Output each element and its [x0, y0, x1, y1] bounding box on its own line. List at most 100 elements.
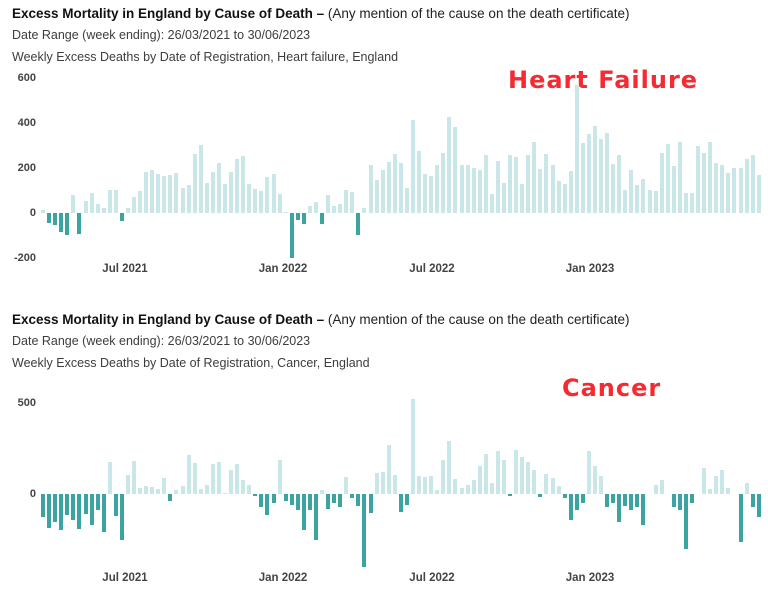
chart1-ytick-200: 200 — [17, 162, 36, 174]
bar — [411, 120, 415, 213]
bar — [392, 475, 397, 494]
bar — [635, 494, 640, 507]
bar — [59, 494, 64, 531]
bar — [696, 145, 700, 213]
bar — [647, 190, 652, 213]
bar — [726, 172, 731, 213]
bar — [259, 494, 264, 507]
bar — [404, 494, 409, 505]
bar — [611, 163, 616, 213]
bar — [556, 180, 561, 213]
bar — [307, 494, 312, 510]
bar — [216, 163, 221, 213]
bar — [392, 153, 397, 213]
bar — [235, 463, 240, 494]
bar — [313, 494, 318, 541]
bar — [580, 143, 585, 214]
bar — [241, 479, 246, 494]
bar — [671, 166, 676, 213]
bar — [435, 490, 440, 494]
bar — [320, 213, 324, 225]
bar — [489, 193, 494, 214]
chart1-xtick-jul2022: Jul 2022 — [409, 263, 455, 275]
bar — [326, 195, 331, 213]
bar — [95, 204, 100, 213]
bar — [386, 445, 391, 494]
bar — [380, 169, 385, 213]
bar — [150, 487, 155, 494]
bar — [659, 479, 664, 494]
bar — [623, 494, 628, 506]
bar — [186, 185, 191, 213]
bar — [659, 152, 664, 213]
bar — [429, 476, 434, 494]
bar — [265, 177, 270, 213]
bar — [223, 183, 227, 214]
bar — [465, 484, 470, 494]
bar — [253, 188, 258, 213]
bar — [720, 470, 725, 494]
bar — [119, 494, 124, 541]
bar — [362, 494, 367, 567]
bar — [204, 484, 209, 494]
bar — [320, 490, 324, 494]
bar — [356, 213, 361, 235]
bar — [265, 494, 270, 515]
bar — [271, 494, 276, 503]
bar — [514, 450, 519, 494]
chart2-title-bold: Excess Mortality in England by Cause of … — [12, 312, 325, 327]
bar — [125, 208, 130, 214]
bar — [532, 142, 537, 213]
bar — [113, 494, 118, 517]
bar — [544, 153, 549, 213]
bar — [277, 193, 282, 214]
bar — [283, 211, 288, 214]
bar — [471, 479, 476, 494]
bar — [544, 473, 549, 494]
bar — [301, 213, 306, 224]
bar — [520, 184, 525, 213]
bar — [677, 494, 682, 510]
bar — [210, 172, 215, 213]
bar — [271, 174, 276, 213]
bar — [477, 466, 482, 494]
bar — [423, 174, 428, 213]
bar — [653, 484, 658, 494]
bar — [374, 180, 379, 213]
bar — [198, 489, 203, 494]
bar — [398, 494, 403, 512]
bar — [744, 158, 749, 213]
bar — [417, 151, 421, 213]
bar — [702, 468, 707, 494]
bar — [683, 494, 688, 549]
bar — [192, 463, 197, 494]
chart1-ytick-neg200: -200 — [13, 252, 36, 264]
bar — [150, 169, 155, 213]
bar — [332, 206, 337, 214]
bar — [198, 145, 203, 213]
bar — [677, 141, 682, 213]
chart2-title-rest: (Any mention of the cause on the death c… — [324, 312, 630, 327]
bar — [368, 494, 373, 513]
bar — [483, 154, 488, 213]
bar — [174, 489, 179, 494]
bar — [671, 494, 676, 507]
chart1-title: Excess Mortality in England by Cause of … — [12, 6, 630, 21]
bar — [47, 494, 52, 528]
chart1-ytick-0: 0 — [29, 207, 36, 219]
bar — [247, 183, 252, 214]
bar — [568, 494, 573, 520]
bar — [253, 494, 258, 497]
bar — [101, 494, 106, 532]
bar — [732, 168, 737, 213]
bar — [235, 158, 240, 213]
bar — [538, 494, 543, 497]
bar — [162, 176, 167, 213]
bar — [690, 494, 694, 503]
bar — [174, 172, 179, 213]
bar — [465, 164, 470, 213]
bar — [550, 164, 555, 213]
bar — [744, 483, 749, 494]
bar — [605, 132, 609, 213]
bar — [495, 451, 500, 494]
